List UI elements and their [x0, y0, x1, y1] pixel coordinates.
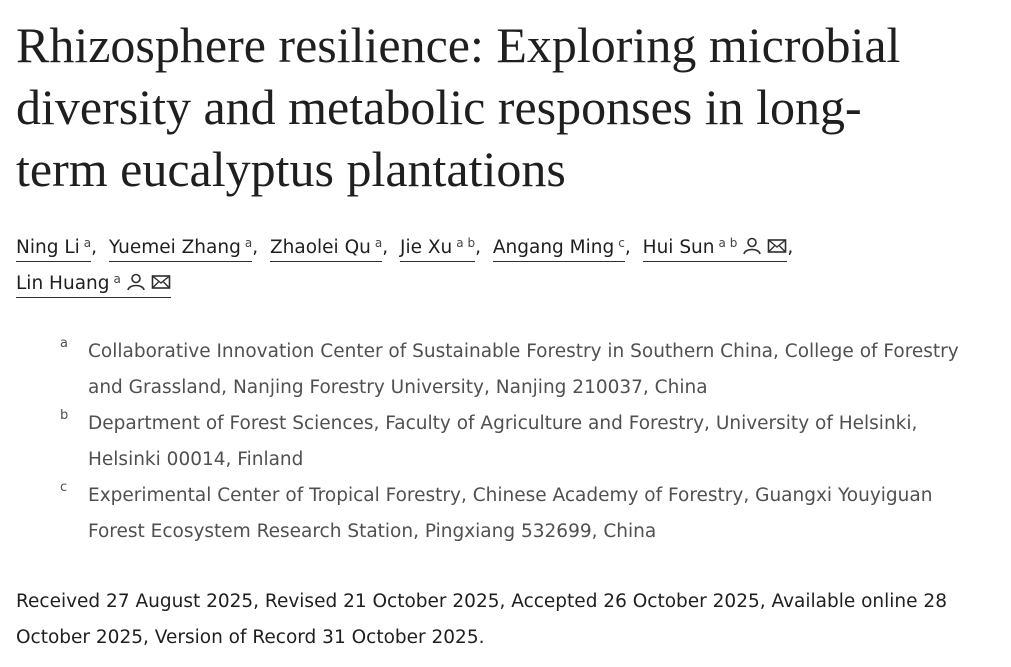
affiliation-ref[interactable]: a	[113, 272, 121, 286]
affiliation: a Collaborative Innovation Center of Sust…	[60, 334, 990, 406]
author-affiliation-refs: c	[618, 236, 625, 250]
author-affiliation-refs: a b	[719, 236, 738, 250]
affiliation-ref[interactable]: a	[83, 236, 92, 250]
affiliation-list: a Collaborative Innovation Center of Sust…	[60, 334, 990, 550]
affiliation-label: a	[60, 336, 68, 351]
author-name[interactable]: Angang Ming	[492, 237, 615, 258]
author-name[interactable]: Ning Li	[16, 237, 80, 258]
affiliation-ref[interactable]: a	[456, 236, 464, 250]
affiliation-text: Experimental Center of Tropical Forestry…	[88, 485, 933, 542]
affiliation-text: Collaborative Innovation Center of Susta…	[88, 341, 959, 398]
history-dates: Received 27 August 2025, Revised 21 Octo…	[16, 591, 947, 648]
separator: ,	[91, 237, 98, 258]
title-line: Rhizosphere resilience: Exploring microb…	[16, 17, 901, 73]
affiliation-text: Department of Forest Sciences, Faculty o…	[88, 413, 918, 470]
author-affiliation-refs: a b	[456, 236, 475, 250]
author-name[interactable]: Jie Xu	[400, 237, 453, 258]
affiliation-ref[interactable]: c	[618, 236, 625, 250]
author-affiliation-refs: a	[375, 236, 382, 250]
author[interactable]: Yuemei Zhang a	[108, 231, 253, 262]
person-icon[interactable]	[126, 273, 146, 291]
person-icon[interactable]	[742, 237, 762, 255]
author-affiliation-refs: a	[114, 272, 121, 286]
affiliation-ref[interactable]: b	[729, 236, 738, 250]
affiliation-ref[interactable]: a	[718, 236, 726, 250]
author-affiliation-refs: a	[245, 236, 252, 250]
affiliation: b Department of Forest Sciences, Faculty …	[60, 406, 990, 478]
title: Rhizosphere resilience: Exploring microb…	[16, 14, 900, 200]
affiliation-label: c	[60, 480, 68, 495]
email-icon[interactable]	[151, 273, 171, 291]
affiliation-ref[interactable]: a	[244, 236, 253, 250]
author-name[interactable]: Hui Sun	[642, 237, 715, 258]
author[interactable]: Angang Ming c	[492, 231, 625, 262]
separator: ,	[252, 237, 259, 258]
affiliation: c Experimental Center of Tropical Forestr…	[60, 478, 990, 550]
title-line: term eucalyptus plantations	[16, 141, 566, 197]
author[interactable]: Zhaolei Qu a	[269, 231, 383, 262]
email-icon[interactable]	[767, 237, 787, 255]
author[interactable]: Hui Sun a b	[642, 231, 788, 262]
separator: ,	[787, 237, 794, 258]
author[interactable]: Ning Li a	[16, 231, 92, 262]
separator: ,	[624, 237, 631, 258]
author[interactable]: Lin Huang a	[16, 267, 171, 298]
author-affiliation-refs: a	[84, 236, 91, 250]
separator: ,	[382, 237, 389, 258]
affiliation-ref[interactable]: a	[374, 236, 383, 250]
affiliation-ref[interactable]: b	[467, 236, 476, 250]
author[interactable]: Jie Xu a b	[400, 231, 476, 262]
author-name[interactable]: Yuemei Zhang	[108, 237, 241, 258]
title-line: diversity and metabolic responses in lon…	[16, 79, 862, 135]
author-name[interactable]: Zhaolei Qu	[269, 237, 371, 258]
author-list: Ning Li a, Yuemei Zhang a, Zhaolei Qu a, Ji…	[16, 230, 876, 302]
separator: ,	[475, 237, 481, 258]
affiliation-label: b	[60, 408, 69, 423]
author-name[interactable]: Lin Huang	[16, 273, 110, 294]
